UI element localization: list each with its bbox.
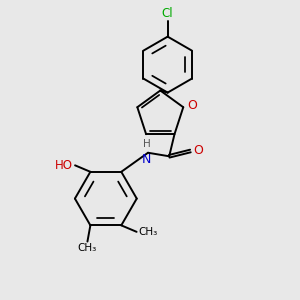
Text: O: O [188, 99, 197, 112]
Text: H: H [143, 139, 151, 149]
Text: Cl: Cl [162, 7, 173, 20]
Text: N: N [142, 153, 152, 166]
Text: O: O [193, 145, 203, 158]
Text: CH₃: CH₃ [78, 243, 97, 253]
Text: CH₃: CH₃ [138, 227, 158, 237]
Text: HO: HO [55, 159, 73, 172]
